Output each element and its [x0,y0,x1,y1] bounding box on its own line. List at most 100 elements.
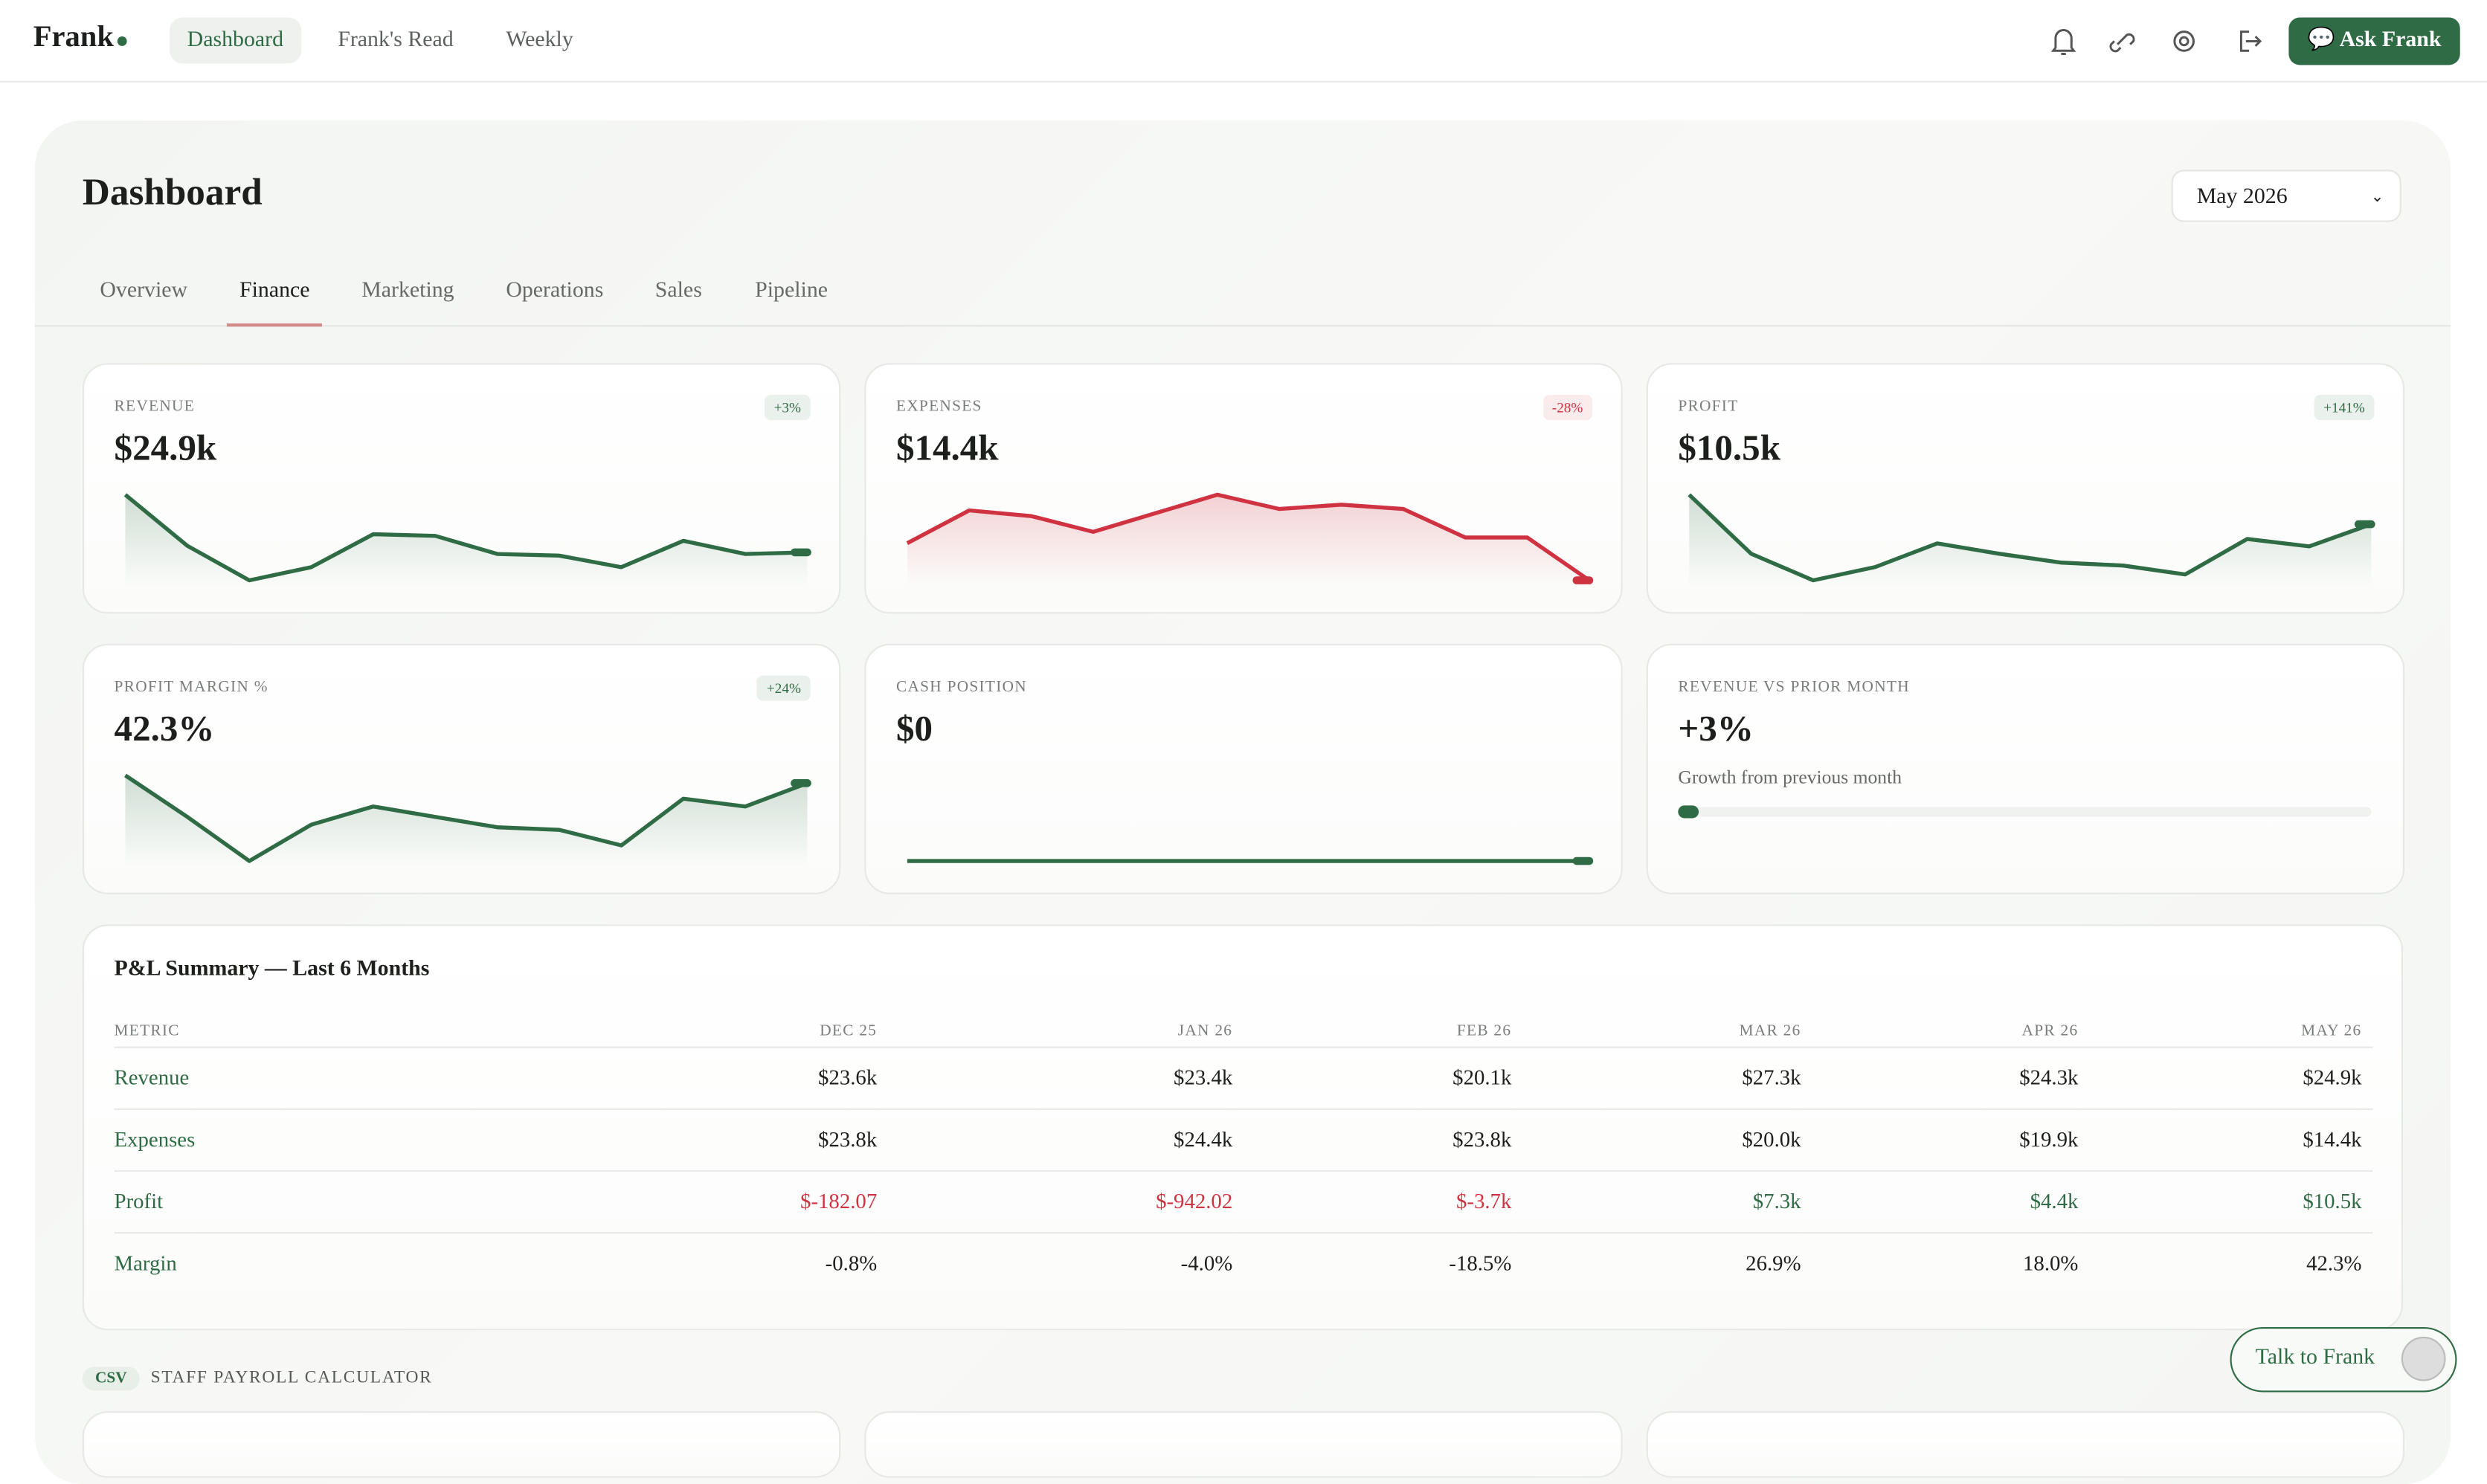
brand-dot [117,36,126,46]
nav-icons [2050,29,2262,56]
row-label: Expenses [114,1109,196,1172]
table-cell: $24.9k [2078,1047,2373,1110]
ask-frank-label[interactable]: Ask Frank [2339,28,2442,53]
tab[interactable]: Finance [226,279,323,327]
spark-area [125,775,808,868]
change-badge: +3% [764,395,811,421]
column-header: METRIC [114,1014,196,1048]
table-cell: $-942.02 [877,1170,1233,1234]
kpi-card: CASH POSITION $0 [864,643,1623,894]
card-stub [1646,1411,2405,1478]
table-cell: $-3.7k [1232,1170,1512,1234]
table-cell: $24.3k [1801,1047,2079,1110]
card-stub [864,1411,1623,1478]
logout-icon[interactable] [2239,30,2262,52]
row-label: Margin [114,1251,177,1275]
chat-button[interactable]: Talk to Frank [2230,1327,2457,1393]
table-cell: 26.9% [1746,1251,1801,1275]
card-label: PROFIT [1678,398,1739,416]
spark-area [125,494,808,587]
column-header: APR 26 [1801,1014,2079,1048]
chat-label[interactable]: Talk to Frank [2255,1346,2375,1370]
progress-bar [1678,805,1699,819]
card-label: CASH POSITION [895,678,1027,697]
kpi-card: EXPENSES $14.4k -28% [864,363,1623,614]
section-title: STAFF PAYROLL CALCULATOR [150,1368,433,1388]
brand[interactable]: Frank [33,21,126,56]
nav-link[interactable]: Dashboard [170,17,301,64]
column-header: MAY 26 [2078,1014,2373,1048]
app: Frank Dashboard Frank's Read Weekly 💬 As… [0,17,2487,1484]
table-cell: $4.4k [1801,1170,2079,1234]
period-select[interactable]: May 2026 ⌄ [2171,170,2401,222]
table-row: Revenue $23.6k $23.4k $20.1k $27.3k $24.3k $24… [114,1047,2373,1110]
table-cell: $20.1k [1232,1047,1512,1110]
change-badge: -28% [1542,395,1593,421]
card-note: Growth from previous month [1678,766,1902,788]
change-badge: +24% [757,675,811,701]
sparkline [123,773,811,868]
card-stub [82,1411,841,1478]
column-header: MAR 26 [1511,1014,1801,1048]
period-label[interactable]: May 2026 [2196,185,2288,210]
tab-bar: Overview Finance Marketing Operations Sales P… [34,270,2451,327]
spark-area [1689,494,2372,587]
table-cell: $27.3k [1511,1047,1801,1110]
csv-badge: CSV [82,1367,140,1391]
sparkline [907,856,1594,868]
kpi-card: REVENUE VS PRIOR MONTH +3% Growth from pre… [1646,643,2405,894]
tab[interactable]: Overview [100,279,188,303]
card-label: EXPENSES [895,398,982,416]
card-label: REVENUE VS PRIOR MONTH [1678,678,1910,697]
table-title: P&L Summary — Last 6 Months [114,958,430,982]
kpi-card: PROFIT $10.5k +141% [1646,363,2405,614]
table-cell: $10.5k [2078,1170,2373,1234]
page-title: Dashboard [82,172,263,214]
spark-line [123,493,808,583]
kpi-card: REVENUE $24.9k +3% [82,363,841,614]
tab[interactable]: Marketing [361,279,454,303]
card-value: $14.4k [895,428,999,468]
spark-line [906,492,1591,582]
card-value: +3% [1678,709,1754,749]
table-cell: $23.6k [195,1047,878,1110]
nav-link[interactable]: Frank's Read [338,28,454,53]
column-header: DEC 25 [195,1014,878,1048]
change-badge: +141% [2314,395,2375,421]
table-row: Profit $-182.07 $-942.02 $-3.7k $7.3k $4.4k $1… [114,1170,2373,1234]
tab[interactable]: Sales [654,279,702,303]
sparkline [123,493,811,587]
link-icon[interactable] [2109,33,2135,53]
settings-icon[interactable] [2173,30,2195,52]
table-cell: $20.0k [1511,1109,1801,1172]
tab[interactable]: Pipeline [755,279,829,303]
column-header: JAN 26 [877,1014,1233,1048]
ask-frank-button[interactable]: 💬 Ask Frank [2288,17,2460,65]
row-label: Profit [114,1170,196,1234]
card-label: REVENUE [114,398,196,416]
bell-icon[interactable] [2050,29,2076,56]
page: Frank Dashboard Frank's Read Weekly 💬 As… [0,17,2487,1484]
sparkline [906,492,1594,587]
table-cell: -18.5% [1449,1251,1512,1275]
card-value: $10.5k [1678,428,1780,468]
kpi-card: PROFIT MARGIN % 42.3% +24% [82,643,841,894]
nav-link[interactable]: Weekly [506,28,573,53]
progress-track [1678,805,2372,819]
table-cell: $23.4k [877,1047,1233,1110]
spark-area [907,494,1589,587]
table-cell: 18.0% [2023,1251,2079,1275]
table-row: Expenses $23.8k $24.4k $23.8k $20.0k $19.9k $1… [114,1109,2373,1172]
chevron: ⌄ [2370,188,2384,207]
table-cell: -4.0% [1180,1251,1233,1275]
brand-text[interactable]: Frank [33,20,114,54]
table-row: Margin -0.8% -4.0% -18.5% 26.9% 18.0% 42.3% [115,1233,2373,1294]
table-cell: -0.8% [825,1251,878,1275]
table-cell: $23.8k [1232,1109,1512,1172]
table-cell: 42.3% [2306,1251,2362,1275]
avatar [2401,1336,2446,1381]
tab[interactable]: Operations [506,279,604,303]
card-value: $24.9k [114,428,217,468]
table-cell: $19.9k [1801,1109,2079,1172]
spark-line [1688,493,2372,583]
